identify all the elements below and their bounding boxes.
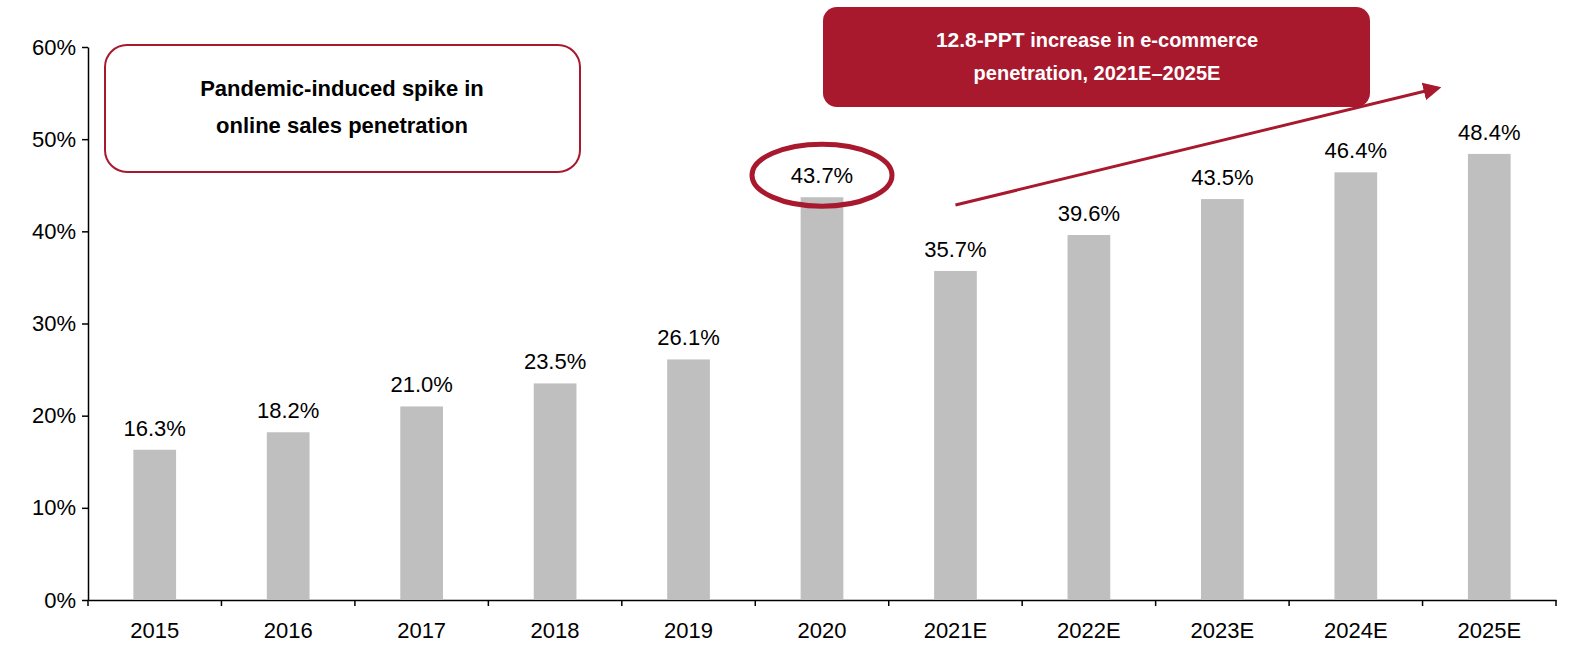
y-tick-label: 40%: [32, 219, 76, 244]
y-tick-mark: [82, 231, 88, 233]
x-separator: [755, 600, 757, 606]
x-tick-label: 2024E: [1324, 618, 1388, 643]
data-label: 46.4%: [1325, 138, 1387, 163]
x-tick: 2018: [531, 618, 580, 643]
x-separators: [88, 600, 1556, 606]
bar: [934, 271, 977, 600]
x-separator: [1021, 600, 1023, 606]
x-tick: 2019: [664, 618, 713, 643]
x-tick-label: 2019: [664, 618, 713, 643]
annotation-text: 12.8-PPT increase in e-commerce: [936, 28, 1258, 51]
x-tick: 2016: [264, 618, 313, 643]
x-tick: 2024E: [1324, 618, 1388, 643]
x-separator: [87, 600, 89, 606]
x-separator: [888, 600, 890, 606]
bar: [534, 383, 577, 600]
y-tick-label: 30%: [32, 311, 76, 336]
x-separator: [621, 600, 623, 606]
chart: 0% 10% 20% 30% 40% 50% 60% 2015 2016 2017 2018 2019…: [0, 0, 1588, 670]
x-tick: 2020: [798, 618, 847, 643]
bar: [400, 406, 443, 600]
x-tick-label: 2016: [264, 618, 313, 643]
x-axis: 2015 2016 2017 2018 2019 2020 2021E 2022E 2023E 2…: [89, 601, 1557, 643]
x-tick: 2025E: [1457, 618, 1521, 643]
data-label: 21.0%: [390, 372, 452, 397]
bar: [1334, 172, 1377, 600]
y-tick-mark: [82, 323, 88, 325]
y-tick: 10%: [32, 495, 88, 520]
data-label: 48.4%: [1458, 120, 1520, 145]
x-tick: 2022E: [1057, 618, 1121, 643]
x-tick-label: 2021E: [924, 618, 988, 643]
bars: [133, 154, 1510, 600]
y-tick: 50%: [32, 127, 88, 152]
x-tick: 2017: [397, 618, 446, 643]
bar: [267, 432, 310, 600]
y-tick: 60%: [32, 35, 88, 60]
y-tick: 40%: [32, 219, 88, 244]
data-label: 43.7%: [791, 163, 853, 188]
annotation-text: online sales penetration: [216, 113, 468, 138]
y-tick-label: 60%: [32, 35, 76, 60]
x-tick-label: 2018: [531, 618, 580, 643]
data-label: 35.7%: [924, 237, 986, 262]
x-tick-label: 2017: [397, 618, 446, 643]
bar: [1468, 154, 1511, 600]
x-separator: [1422, 600, 1424, 606]
bar: [133, 450, 176, 600]
annotation-text: penetration, 2021E–2025E: [974, 62, 1221, 84]
y-tick-label: 0%: [44, 588, 76, 613]
x-tick: 2023E: [1191, 618, 1255, 643]
y-tick-label: 20%: [32, 403, 76, 428]
y-tick-mark: [82, 508, 88, 510]
bar: [1201, 199, 1244, 600]
annotation-box: [105, 45, 580, 172]
x-separator: [1155, 600, 1157, 606]
x-tick-label: 2025E: [1457, 618, 1521, 643]
y-tick-label: 50%: [32, 127, 76, 152]
data-label: 16.3%: [124, 416, 186, 441]
highlight-circle: [752, 144, 892, 206]
y-tick-label: 10%: [32, 495, 76, 520]
annotation-text: Pandemic-induced spike in: [200, 76, 484, 101]
x-tick: 2015: [130, 618, 179, 643]
x-tick: 2021E: [924, 618, 988, 643]
data-label: 43.5%: [1191, 165, 1253, 190]
x-separator: [1288, 600, 1290, 606]
y-tick-mark: [82, 47, 88, 49]
y-tick: 30%: [32, 311, 88, 336]
trend-arrow: [955, 88, 1437, 205]
data-label: 18.2%: [257, 398, 319, 423]
x-separator: [354, 600, 356, 606]
data-label: 26.1%: [657, 325, 719, 350]
x-separator: [221, 600, 223, 606]
bar: [801, 197, 844, 600]
bar: [1068, 235, 1111, 600]
y-tick-mark: [82, 600, 88, 602]
y-tick: 20%: [32, 403, 88, 428]
annotation-box-filled: [823, 7, 1370, 107]
y-axis: 0% 10% 20% 30% 40% 50% 60%: [32, 35, 89, 613]
data-label: 23.5%: [524, 349, 586, 374]
y-tick-mark: [82, 139, 88, 141]
x-tick-label: 2023E: [1191, 618, 1255, 643]
y-tick-mark: [82, 415, 88, 417]
x-separator: [488, 600, 490, 606]
x-tick-label: 2015: [130, 618, 179, 643]
y-tick: 0%: [44, 588, 88, 613]
data-label: 39.6%: [1058, 201, 1120, 226]
x-separator: [1555, 600, 1557, 606]
x-tick-label: 2022E: [1057, 618, 1121, 643]
bar: [667, 359, 710, 600]
x-tick-label: 2020: [798, 618, 847, 643]
